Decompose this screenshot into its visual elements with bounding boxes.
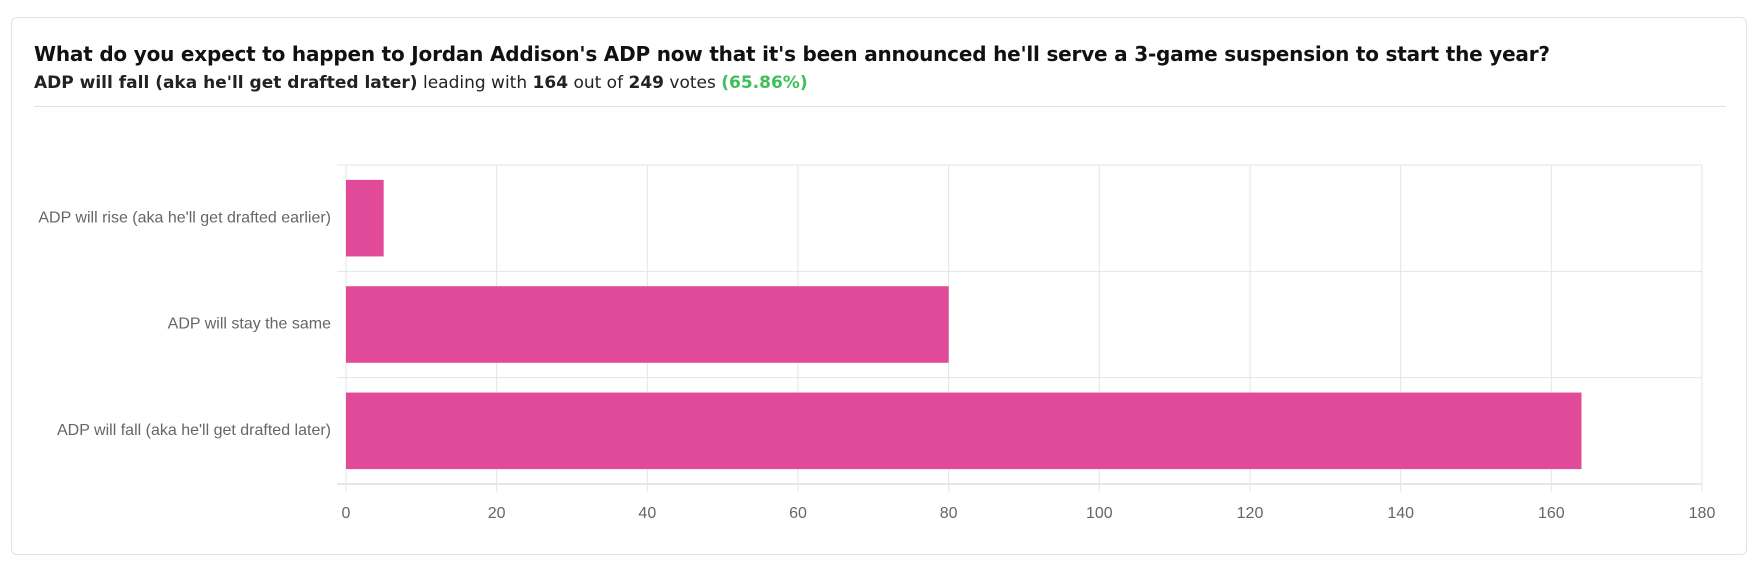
x-tick-label: 20 xyxy=(488,505,506,522)
x-tick-label: 40 xyxy=(638,505,656,522)
x-tick-label: 160 xyxy=(1538,505,1565,522)
x-tick-label: 140 xyxy=(1387,505,1414,522)
leader-votes: 164 xyxy=(532,73,569,93)
leader: ADP will fall (aka he'll get drafted lat… xyxy=(34,73,418,93)
leader-percent: (65.86%) xyxy=(721,73,808,93)
x-tick-label: 100 xyxy=(1086,505,1113,522)
x-tick-label: 180 xyxy=(1689,505,1716,522)
summary-text: leading with xyxy=(422,73,528,93)
summary-text: votes xyxy=(669,73,716,93)
bar xyxy=(346,392,1582,470)
poll-summary: ADP will fall (aka he'll get drafted lat… xyxy=(34,73,808,93)
poll-card xyxy=(11,17,1747,555)
x-tick-label: 0 xyxy=(342,505,351,522)
x-tick-label: 60 xyxy=(789,505,807,522)
y-tick-label: ADP will stay the same xyxy=(168,316,331,333)
x-tick-label: 120 xyxy=(1237,505,1264,522)
x-tick-label: 80 xyxy=(940,505,958,522)
bar xyxy=(346,286,949,363)
y-tick-label: ADP will rise (aka he'll get drafted ear… xyxy=(38,209,331,226)
divider xyxy=(34,106,1726,107)
total-votes: 249 xyxy=(628,73,664,93)
y-tick-label: ADP will fall (aka he'll get drafted lat… xyxy=(57,422,331,439)
summary-text: out of xyxy=(573,73,624,93)
bar xyxy=(346,179,384,257)
poll-title: What do you expect to happen to Jordan A… xyxy=(34,42,1550,66)
